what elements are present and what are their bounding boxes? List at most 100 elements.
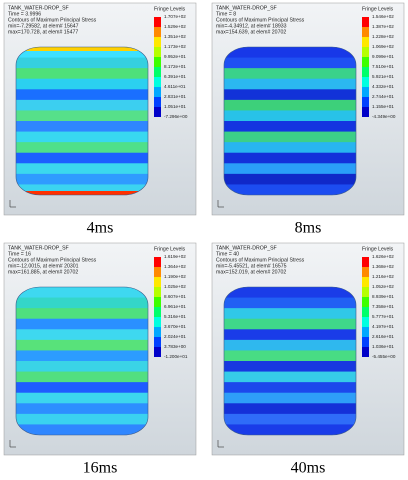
stress-band [224, 287, 356, 299]
stress-band [16, 89, 148, 101]
stress-band [224, 297, 356, 309]
header-line: TANK_WATER-DROP_SF [8, 5, 69, 11]
header-line: Time = 40 [216, 251, 239, 257]
fringe-level: 5.921e+01 [372, 74, 394, 79]
fringe-level: 1.052e+02 [372, 284, 394, 289]
stress-band [224, 131, 356, 143]
stress-band [16, 121, 148, 133]
caption: 4ms [87, 220, 114, 237]
tank-edge [223, 286, 357, 436]
header-line: Contours of Maximum Principal Stress [216, 17, 305, 23]
fringe-level: 1.364e+02 [164, 264, 186, 269]
header-line: TANK_WATER-DROP_SF [8, 245, 69, 251]
stress-band [16, 191, 148, 195]
stress-band [16, 68, 148, 80]
fringe-level: 1.529e+02 [164, 24, 186, 29]
stress-band [224, 392, 356, 404]
header-line: min=-12.0015, at elem# 20301 [8, 263, 79, 269]
fringe-level: 9.952e+01 [164, 54, 186, 59]
stress-band [16, 57, 148, 69]
stress-band [16, 78, 148, 90]
color-bar-segment [154, 267, 161, 277]
stress-band [224, 142, 356, 154]
tank-edge [15, 46, 149, 196]
stress-band [16, 142, 148, 154]
caption: 16ms [83, 460, 118, 477]
caption: 40ms [291, 460, 326, 477]
fringe-level: 1.190e+02 [164, 274, 186, 279]
color-bar-segment [362, 297, 369, 307]
fringe-level: 1.387e+02 [372, 24, 394, 29]
fringe-level: 1.069e+02 [372, 44, 394, 49]
color-bar-segment [362, 107, 369, 117]
fringe-level: 5.777e+01 [372, 314, 394, 319]
color-bar-segment [362, 37, 369, 47]
color-bar-segment [154, 287, 161, 297]
stress-band [16, 350, 148, 362]
stress-band [16, 424, 148, 435]
color-bar-segment [362, 67, 369, 77]
color-bar-segment [154, 77, 161, 87]
stress-band [224, 89, 356, 101]
color-bar-segment [362, 17, 369, 27]
color-bar-segment [362, 27, 369, 37]
fringe-level: 7.510e+01 [372, 64, 394, 69]
color-bar-segment [362, 317, 369, 327]
fringe-level: 1.025e+02 [164, 284, 186, 289]
stress-band [224, 413, 356, 425]
color-bar-segment [154, 347, 161, 357]
tank [224, 47, 356, 195]
color-bar-segment [154, 27, 161, 37]
stress-band [224, 318, 356, 330]
fringe-level: 4.197e+01 [372, 324, 394, 329]
color-bar-segment [154, 17, 161, 27]
color-bar-segment [154, 337, 161, 347]
color-bar-segment [154, 107, 161, 117]
color-bar-segment [154, 87, 161, 97]
fringe-level: 6.961e+01 [164, 304, 186, 309]
header-line: Contours of Maximum Principal Stress [216, 257, 305, 263]
color-bar-segment [154, 47, 161, 57]
legend-title: Fringe Levels [154, 246, 186, 252]
legend-title: Fringe Levels [362, 6, 394, 12]
header-line: Time = 3.9996 [8, 11, 41, 17]
header-line: Contours of Maximum Principal Stress [8, 257, 97, 263]
fringe-level: -5.455e+00 [372, 354, 396, 359]
color-bar-segment [362, 257, 369, 267]
fringe-level: 9.099e+01 [372, 54, 394, 59]
header-line: min=-4.34912, at elem# 18933 [216, 23, 287, 29]
fringe-level: -4.349e+00 [372, 114, 396, 119]
header-line: max=161.885, at elem# 20702 [8, 269, 78, 275]
fringe-level: 6.391e+01 [164, 74, 186, 79]
stress-band [224, 424, 356, 435]
fringe-level: 7.358e+01 [372, 304, 394, 309]
fringe-level: 2.831e+01 [164, 94, 186, 99]
header-line: min=-7.29582, at elem# 15647 [8, 23, 79, 29]
tank-edge [15, 286, 149, 436]
stress-band [224, 173, 356, 185]
stress-band [224, 78, 356, 90]
color-bar-segment [154, 317, 161, 327]
stress-band [16, 184, 148, 195]
color-bar-segment [362, 307, 369, 317]
stress-band [224, 184, 356, 195]
fringe-level: 1.051e+01 [164, 104, 186, 109]
color-bar-segment [154, 37, 161, 47]
stress-band [16, 152, 148, 164]
stress-band [16, 382, 148, 394]
fringe-level: 2.616e+01 [372, 334, 394, 339]
stress-band [224, 110, 356, 122]
stress-band [224, 382, 356, 394]
color-bar-segment [362, 267, 369, 277]
fringe-level: 1.155e+01 [372, 104, 394, 109]
fringe-level: 3.670e+01 [164, 324, 186, 329]
stress-band [16, 99, 148, 111]
fringe-level: 8.172e+01 [164, 64, 186, 69]
fringe-level: -1.200e+01 [164, 354, 188, 359]
header-line: TANK_WATER-DROP_SF [216, 245, 277, 251]
fringe-level: 4.332e+01 [372, 84, 394, 89]
stress-band [224, 163, 356, 175]
stress-band [224, 99, 356, 111]
